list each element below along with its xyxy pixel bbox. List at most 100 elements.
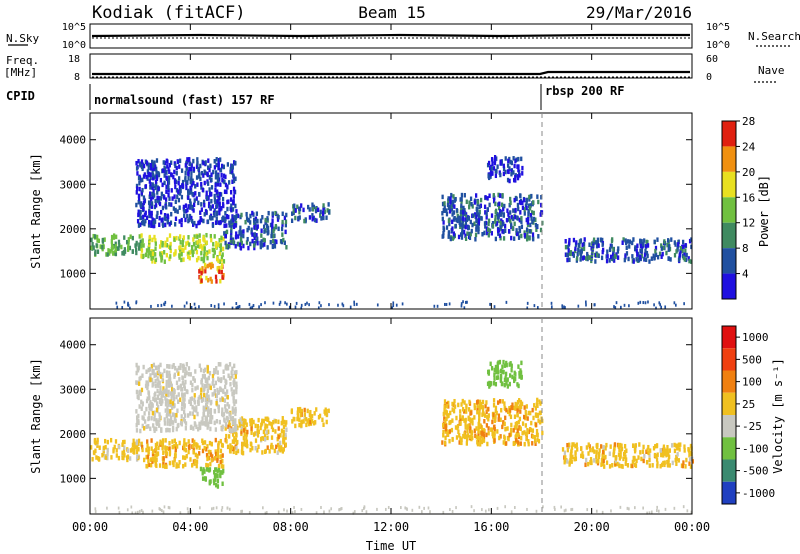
echo-cell <box>222 369 225 374</box>
ground-scatter-cell <box>129 306 131 310</box>
echo-cell <box>90 237 93 243</box>
echo-cell <box>482 438 486 443</box>
echo-cell <box>663 451 666 456</box>
echo-cell <box>257 444 260 449</box>
echo-cell <box>160 390 163 396</box>
echo-cell <box>182 463 185 469</box>
echo-cell <box>611 256 615 262</box>
echo-cell <box>266 231 269 236</box>
echo-cell <box>150 364 153 369</box>
echo-cell <box>628 239 632 244</box>
echo-cell <box>457 234 461 240</box>
echo-cell <box>303 218 306 224</box>
echo-cell <box>518 217 521 223</box>
echo-cell <box>244 442 248 448</box>
echo-cell <box>468 399 471 405</box>
echo-cell <box>222 164 226 170</box>
echo-cell <box>282 447 285 452</box>
echo-cell <box>147 411 151 416</box>
echo-cell <box>517 405 520 411</box>
echo-cell <box>660 246 663 251</box>
echo-cell <box>524 409 527 415</box>
echo-cell <box>192 376 195 381</box>
ground-scatter-cell <box>466 300 468 304</box>
echo-cell <box>213 208 216 213</box>
ground-scatter-cell <box>353 300 356 304</box>
echo-cell <box>452 194 455 199</box>
ground-scatter-cell <box>683 302 685 306</box>
echo-cell <box>221 275 224 280</box>
ground-scatter-cell <box>460 302 463 306</box>
echo-cell <box>534 412 538 417</box>
echo-cell <box>154 238 157 243</box>
echo-cell <box>192 442 196 447</box>
echo-cell <box>493 434 496 439</box>
echo-cell <box>194 369 197 374</box>
echo-cell <box>224 425 227 431</box>
echo-cell <box>459 209 463 215</box>
echo-cell <box>175 426 178 432</box>
echo-cell <box>114 241 117 247</box>
echo-cell <box>178 205 181 210</box>
ground-scatter-cell <box>217 303 220 307</box>
echo-cell <box>224 233 228 239</box>
echo-cell <box>600 457 604 463</box>
echo-cell <box>274 429 277 434</box>
echo-cell <box>195 424 198 430</box>
echo-cell <box>157 172 161 177</box>
echo-cell <box>300 420 303 425</box>
echo-cell <box>181 184 185 189</box>
echo-cell <box>479 197 483 203</box>
echo-cell <box>161 372 164 378</box>
echo-cell <box>216 390 220 396</box>
echo-cell <box>478 416 481 422</box>
echo-cell <box>178 460 181 465</box>
echo-cell <box>145 160 149 165</box>
ground-scatter-cell <box>418 505 421 509</box>
echo-cell <box>160 428 163 433</box>
echo-cell <box>620 443 623 448</box>
ground-scatter-cell <box>601 510 604 514</box>
echo-cell <box>201 383 204 388</box>
echo-cell <box>216 451 219 456</box>
echo-cell <box>688 456 692 462</box>
echo-cell <box>193 439 196 445</box>
echo-cell <box>520 401 524 407</box>
echo-cell <box>322 422 325 427</box>
echo-cell <box>147 390 150 395</box>
echo-cell <box>191 191 194 197</box>
echo-cell <box>173 161 176 166</box>
ground-scatter-cell <box>127 303 130 307</box>
echo-cell <box>154 241 157 246</box>
echo-cell <box>534 217 537 222</box>
echo-cell <box>166 418 169 423</box>
echo-cell <box>513 378 516 384</box>
echo-cell <box>529 222 532 228</box>
echo-cell <box>507 169 510 175</box>
echo-cell <box>214 467 217 472</box>
echo-cell <box>221 202 225 207</box>
echo-cell <box>264 426 267 432</box>
echo-cell <box>463 210 467 216</box>
echo-cell <box>213 211 216 217</box>
echo-cell <box>241 441 244 447</box>
echo-cell <box>166 412 169 418</box>
echo-cell <box>645 250 649 256</box>
echo-cell <box>155 170 158 175</box>
echo-cell <box>163 160 167 166</box>
echo-cell <box>225 189 228 195</box>
echo-cell <box>477 422 481 428</box>
echo-cell <box>135 370 138 376</box>
ground-scatter-cell <box>455 506 457 510</box>
ground-scatter-cell <box>308 303 310 307</box>
echo-cell <box>461 407 465 412</box>
echo-cell <box>211 263 214 269</box>
echo-cell <box>158 423 161 428</box>
echo-cell <box>256 448 259 453</box>
echo-cell <box>441 216 444 222</box>
noise-sky-line <box>91 33 690 38</box>
echo-cell <box>513 221 516 227</box>
echo-cell <box>205 232 208 238</box>
echo-cell <box>523 230 526 235</box>
echo-cell <box>682 244 685 249</box>
